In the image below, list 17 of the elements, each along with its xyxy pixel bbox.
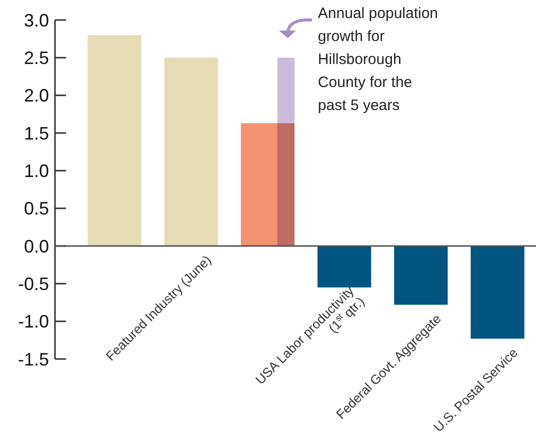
y-tick-label: -0.5 — [18, 274, 49, 294]
bar — [277, 58, 295, 246]
y-tick-label: 2.5 — [24, 48, 49, 68]
bar — [164, 58, 218, 246]
bar — [317, 246, 372, 288]
bar — [88, 35, 142, 246]
bar — [394, 246, 448, 305]
y-tick-label: -1.0 — [18, 312, 49, 332]
y-tick-label: 1.5 — [24, 123, 49, 144]
annotation: Annual population growth for Hillsborough County for the past 5 years — [318, 5, 438, 114]
bar — [470, 246, 524, 339]
y-tick-label: 0.5 — [24, 198, 49, 219]
y-tick-label: -1.5 — [18, 349, 49, 370]
y-tick-label: 1.0 — [24, 160, 49, 181]
y-tick-label: 2.0 — [24, 86, 49, 106]
y-tick-label: 3.0 — [24, 10, 49, 30]
y-tick-label: 0.0 — [24, 236, 49, 256]
